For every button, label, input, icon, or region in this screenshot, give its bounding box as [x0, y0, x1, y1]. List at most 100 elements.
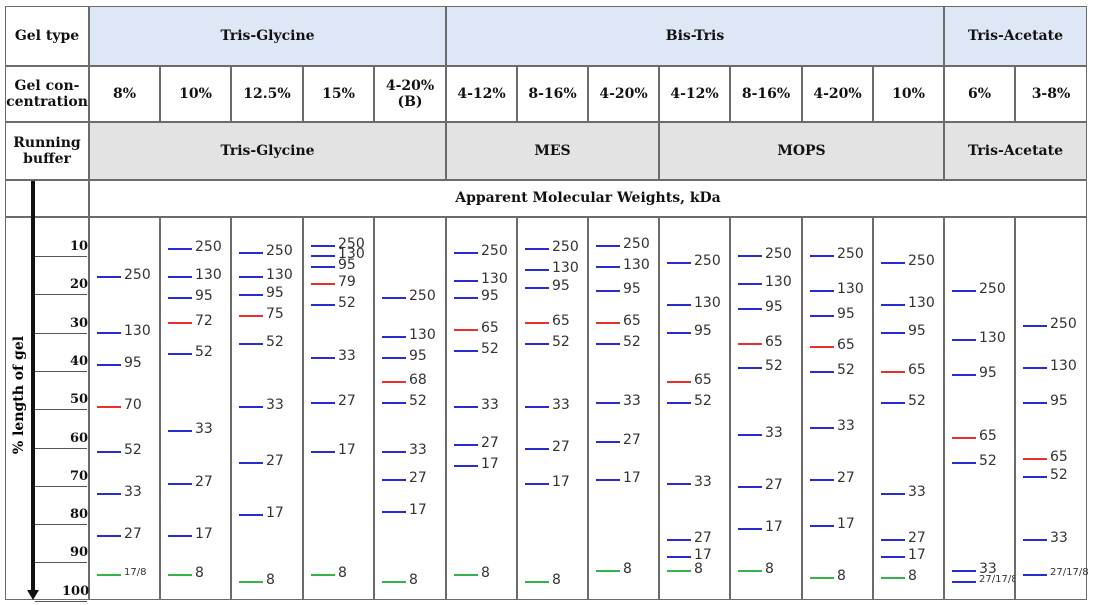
marker-band-label: 33 [481, 397, 499, 413]
marker-band-label: 17 [765, 519, 783, 535]
marker-band-label: 8 [908, 568, 917, 584]
marker-band-line [952, 374, 976, 376]
marker-band-line [881, 371, 905, 373]
marker-band-label: 8 [195, 565, 204, 581]
marker-band-line [1023, 539, 1047, 541]
marker-band-label: 250 [266, 243, 293, 259]
marker-band-line [881, 304, 905, 306]
marker-band-line [667, 304, 691, 306]
marker-band-label: 68 [409, 372, 427, 388]
marker-band-label: 52 [552, 334, 570, 350]
marker-band-label: 52 [908, 393, 926, 409]
marker-band-line [952, 462, 976, 464]
gel-lane [659, 217, 730, 600]
marker-band-line [168, 430, 192, 432]
header-running-buffer: Running buffer [5, 122, 89, 180]
marker-band-line [382, 381, 406, 383]
marker-band-line [1023, 402, 1047, 404]
marker-band-line [168, 322, 192, 324]
marker-band-label: 65 [694, 372, 712, 388]
marker-band-line [596, 441, 620, 443]
marker-band-line [952, 339, 976, 341]
marker-band-label: 130 [979, 330, 1006, 346]
marker-band-label: 65 [1050, 449, 1068, 465]
marker-band-line [454, 329, 478, 331]
marker-band-label: 33 [623, 393, 641, 409]
marker-band-line [382, 297, 406, 299]
marker-band-line [596, 245, 620, 247]
marker-band-line [454, 465, 478, 467]
marker-band-label: 250 [837, 246, 864, 262]
marker-band-label: 33 [552, 397, 570, 413]
marker-band-line [97, 364, 121, 366]
marker-band-line [738, 283, 762, 285]
marker-band-label: 27 [694, 530, 712, 546]
percent-tick-line [35, 294, 87, 295]
gel-lane [1015, 217, 1087, 600]
header-gel-type: Gel type [5, 6, 89, 66]
marker-band-line [810, 427, 834, 429]
marker-band-line [810, 290, 834, 292]
percent-tick-line [35, 256, 87, 257]
marker-band-label: 95 [409, 348, 427, 364]
marker-band-label: 17 [837, 516, 855, 532]
marker-band-label: 250 [481, 243, 508, 259]
marker-band-label: 17 [694, 547, 712, 563]
marker-band-line [810, 577, 834, 579]
marker-band-line [596, 402, 620, 404]
marker-band-line [311, 304, 335, 306]
marker-band-label: 130 [266, 267, 293, 283]
marker-band-line [525, 269, 549, 271]
concentration-cell: 8% [89, 66, 160, 122]
marker-band-label: 52 [623, 334, 641, 350]
gel-lane [231, 217, 303, 600]
marker-band-label: 33 [409, 442, 427, 458]
marker-band-line [454, 297, 478, 299]
marker-band-line [97, 276, 121, 278]
marker-band-label: 33 [338, 348, 356, 364]
marker-band-line [881, 332, 905, 334]
marker-band-label: 65 [481, 320, 499, 336]
marker-band-label: 33 [124, 484, 142, 500]
marker-band-line [525, 483, 549, 485]
marker-band-label: 27 [765, 477, 783, 493]
marker-band-line [1023, 574, 1047, 576]
marker-band-line [1023, 367, 1047, 369]
marker-band-line [311, 245, 335, 247]
gel-lane [873, 217, 944, 600]
marker-band-label: 65 [908, 362, 926, 378]
marker-band-line [667, 570, 691, 572]
marker-band-line [810, 371, 834, 373]
axis-column [5, 217, 89, 600]
marker-band-line [239, 462, 263, 464]
concentration-cell: 6% [944, 66, 1015, 122]
marker-band-line [881, 402, 905, 404]
percent-tick-line [35, 409, 87, 410]
marker-band-label: 8 [338, 565, 347, 581]
marker-band-label: 33 [1050, 530, 1068, 546]
marker-band-line [738, 434, 762, 436]
marker-band-line [525, 287, 549, 289]
marker-band-line [738, 343, 762, 345]
marker-band-label: 8 [765, 561, 774, 577]
marker-band-label: 75 [266, 306, 284, 322]
marker-band-line [382, 451, 406, 453]
concentration-cell: 12.5% [231, 66, 303, 122]
marker-band-line [952, 437, 976, 439]
marker-band-line [596, 266, 620, 268]
percent-tick-line [35, 371, 87, 372]
marker-band-label: 52 [979, 453, 997, 469]
percent-tick-line [35, 333, 87, 334]
marker-band-line [311, 357, 335, 359]
marker-band-line [168, 276, 192, 278]
marker-band-label: 65 [837, 337, 855, 353]
marker-band-label: 33 [837, 418, 855, 434]
marker-band-line [311, 266, 335, 268]
marker-band-line [239, 581, 263, 583]
marker-band-label: 95 [623, 281, 641, 297]
percent-tick-line [35, 486, 87, 487]
marker-band-line [596, 343, 620, 345]
marker-band-line [168, 574, 192, 576]
marker-band-label: 27/17/8 [1050, 567, 1089, 578]
marker-band-line [97, 574, 121, 576]
